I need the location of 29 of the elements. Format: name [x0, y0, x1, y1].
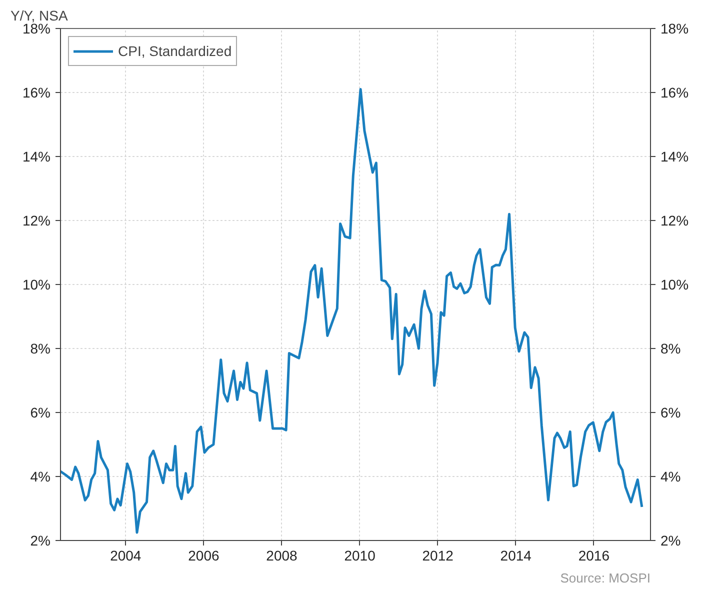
x-tick-label: 2014 — [500, 548, 532, 564]
x-tick-label: 2012 — [422, 548, 454, 564]
y2-tick-label: 2% — [660, 532, 681, 548]
y2-tick-label: 10% — [660, 276, 689, 292]
y2-tick-label: 14% — [660, 148, 689, 164]
x-tick-label: 2008 — [266, 548, 298, 564]
x-tick-label: 2006 — [188, 548, 220, 564]
y-tick-label: 14% — [22, 148, 51, 164]
y2-tick-label: 4% — [660, 468, 681, 484]
y2-tick-label: 16% — [660, 84, 689, 100]
source-note: Source: MOSPI — [560, 570, 651, 586]
legend-label: CPI, Standardized — [118, 43, 232, 59]
y-tick-label: 12% — [22, 212, 51, 228]
x-tick-label: 2010 — [344, 548, 376, 564]
x-tick-label: 2016 — [578, 548, 610, 564]
y-tick-label: 8% — [30, 340, 50, 356]
y-tick-label: 10% — [22, 276, 51, 292]
y2-tick-label: 18% — [660, 20, 689, 36]
y2-tick-label: 8% — [660, 340, 681, 356]
y-tick-label: 4% — [30, 468, 50, 484]
y-tick-label: 6% — [30, 404, 50, 420]
y-tick-label: 18% — [22, 20, 51, 36]
y-tick-label: 16% — [22, 84, 51, 100]
y2-tick-label: 6% — [660, 404, 681, 420]
y-axis-title: Y/Y, NSA — [10, 8, 68, 24]
line-series — [60, 88, 644, 534]
y2-tick-label: 12% — [660, 212, 689, 228]
x-tick-label: 2004 — [110, 548, 142, 564]
y-tick-label: 2% — [30, 532, 50, 548]
